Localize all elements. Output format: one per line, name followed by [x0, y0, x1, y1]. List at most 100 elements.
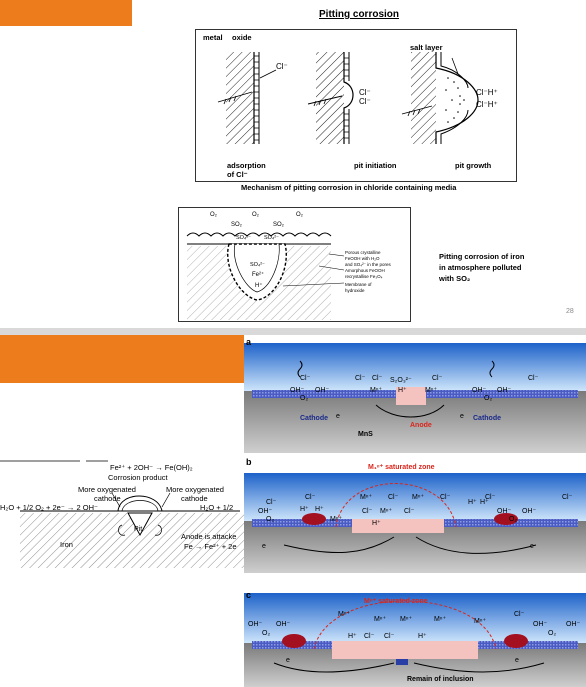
panel-c-zone: Mⁿ⁺ saturated zone	[364, 598, 428, 605]
panel-b-ion-12: H⁺	[372, 520, 381, 527]
iron-line-7: H₂O + 1/2 O₂ + 2e⁻ → 2 OH⁻	[0, 503, 98, 512]
panel-b-ion-11: Cl⁻	[404, 508, 415, 515]
slide-inclusion-pitting: Fe²⁺ + 2OH⁻ → Fe(OH)₂ Corrosion product …	[0, 335, 586, 687]
iron-line-2: Corrosion product	[108, 473, 168, 482]
panel-c-ion-9: Cl⁻	[384, 633, 395, 640]
panel-b-ion-19: O₂	[509, 516, 518, 523]
panel-a-ion-4: Cl⁻	[355, 375, 366, 382]
iron-line-8: H₂O + 1/2	[200, 503, 234, 512]
panel-a-ion-8: H⁺	[398, 387, 407, 394]
panel-a-mns: MnS	[358, 431, 373, 438]
panel-c-ion-11: Mⁿ⁺	[474, 618, 487, 625]
panel-b-ion-6: Mⁿ⁺	[330, 516, 343, 523]
panel-b-ion-1: OH⁻	[258, 508, 273, 515]
label-metal: metal	[203, 33, 223, 42]
so2-note-7: hydroxide	[345, 288, 365, 293]
panel-b-ion-15: H⁺	[468, 499, 477, 506]
title-accent-bar-2	[0, 335, 244, 383]
title-accent-bar	[0, 0, 132, 26]
so2-label-so2-1: SO₂	[231, 222, 242, 228]
so2-label-h: H⁺	[255, 283, 263, 289]
panel-c-electron-right: e	[515, 657, 519, 664]
so2-label-so4-1: SO₄²⁻	[236, 235, 251, 241]
metal-hatch-2	[316, 52, 344, 144]
panel-a-ion-2: O₂	[300, 395, 309, 402]
slide-divider	[0, 328, 586, 335]
panel-b-ion-18: OH⁻	[497, 508, 512, 515]
panel-b-ion-17: Cl⁻	[485, 494, 496, 501]
panel-b-ion-13: Mⁿ⁺	[412, 494, 425, 501]
so2-label-o2-1: O₂	[210, 212, 217, 218]
panel-b-electron-right: e	[530, 543, 534, 550]
slide-title: Pitting corrosion	[319, 9, 399, 20]
panel-c-remain: Remain of inclusion	[407, 676, 474, 683]
panel-c-ion-14: O₂	[548, 630, 557, 637]
panel-a-ion-11: OH⁻	[472, 387, 487, 394]
iron-line-1: Fe²⁺ + 2OH⁻ → Fe(OH)₂	[110, 463, 193, 472]
panel-c-ion-8: Cl⁻	[364, 633, 375, 640]
pitting-mechanism-drawing	[217, 52, 479, 144]
so2-note-5: recrystallise Fe₃O₄	[345, 274, 383, 279]
iron-pit-figure	[0, 453, 244, 568]
panel-b-ion-21: Cl⁻	[562, 494, 573, 501]
panel-c-ion-2: OH⁻	[276, 621, 291, 628]
so2-label-o2-3: O₂	[296, 212, 303, 218]
panel-c-ion-15: OH⁻	[566, 621, 581, 628]
iron-line-pit: Pit	[134, 526, 143, 533]
step-adsorption: adsorption	[227, 161, 266, 170]
panel-c-ion-7: H⁺	[348, 633, 357, 640]
so2-label-so4-3: SO₄²⁻	[250, 262, 265, 268]
slide-pitting-corrosion: Pitting corrosion	[0, 0, 586, 328]
panel-a-cathode-left: Cathode	[300, 415, 328, 422]
panel-b-drawing	[244, 473, 586, 573]
panel-a-ion-10: Cl⁻	[432, 375, 443, 382]
panel-b-ion-4: H⁺	[300, 506, 309, 513]
label-salt-layer: salt layer	[410, 43, 443, 52]
panel-a-ion-7: Mⁿ⁺	[370, 387, 383, 394]
panel-b-label: b	[246, 457, 252, 467]
iron-line-fe: Fe → Fe²⁺ + 2e	[184, 542, 237, 551]
panel-a	[244, 335, 586, 453]
panel-a-ion-9: Mⁿ⁺	[425, 387, 438, 394]
panel-c	[244, 575, 586, 687]
figure-caption: Mechanism of pitting corrosion in chlori…	[241, 183, 457, 192]
so2-note-1: Porous crystalline	[345, 250, 381, 255]
label-cl-pit-1: Cl⁻	[359, 88, 371, 97]
panel-a-ion-14: Cl⁻	[528, 375, 539, 382]
so2-note-2: FeOOH with H₂O	[345, 256, 380, 261]
panel-a-label: a	[246, 337, 252, 347]
panel-b-ion-7: Mⁿ⁺	[360, 494, 373, 501]
panel-a-anode: Anode	[410, 422, 432, 429]
step-pit-initiation: pit initiation	[354, 161, 397, 170]
panel-c-ion-13: OH⁻	[533, 621, 548, 628]
so2-note-4: Amorphous FeOOH	[345, 268, 385, 273]
label-oxide: oxide	[232, 33, 252, 42]
label-cl-adsorbed: Cl⁻	[276, 62, 288, 71]
panel-b-ion-2: O₂	[266, 516, 275, 523]
panel-b-ion-10: Mⁿ⁺	[380, 508, 393, 515]
panel-b-ion-0: Cl⁻	[266, 499, 277, 506]
panel-a-ion-12: O₂	[484, 395, 493, 402]
panel-b-ion-14: Cl⁻	[440, 494, 451, 501]
panel-a-ion-5: Cl⁻	[372, 375, 383, 382]
panel-a-ion-1: OH⁻	[290, 387, 305, 394]
panel-b-ion-9: Cl⁻	[362, 508, 373, 515]
so2-pitting-figure	[178, 207, 411, 322]
so2-note-6: Membrane of	[345, 282, 372, 287]
so2-label-fe: Fe²⁺	[252, 272, 265, 278]
panel-b-ion-5: H⁺	[315, 506, 324, 513]
side-text-line-1: Pitting corrosion of iron	[439, 252, 525, 261]
so2-note-3: and SO₄²⁻ in the pores	[345, 262, 391, 267]
label-clh-2: Cl⁻H⁺	[476, 100, 498, 109]
so2-label-so4-2: SO₄²⁻	[264, 235, 279, 241]
step-pit-growth: pit growth	[455, 161, 492, 170]
salt-layer-dots	[445, 77, 465, 123]
panel-c-ion-10: H⁺	[418, 633, 427, 640]
panel-b-ion-16: H⁺	[480, 499, 489, 506]
panel-b-ion-8: Cl⁻	[388, 494, 399, 501]
iron-line-iron: Iron	[60, 540, 73, 549]
panel-b-ion-20: OH⁻	[522, 508, 537, 515]
panel-a-cathode-right: Cathode	[473, 415, 501, 422]
iron-pit-drawing	[0, 460, 244, 568]
iron-line-3: More oxygenated	[78, 485, 136, 494]
